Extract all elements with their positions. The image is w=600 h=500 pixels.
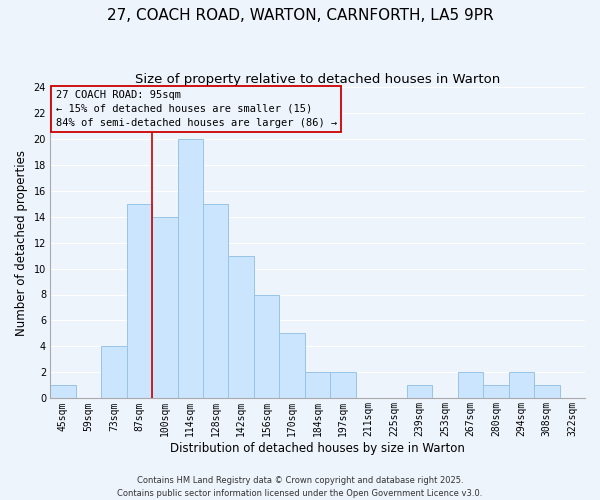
Bar	[331, 372, 356, 398]
Bar	[534, 386, 560, 398]
Bar	[229, 256, 254, 398]
Bar	[305, 372, 331, 398]
Bar	[458, 372, 483, 398]
Title: Size of property relative to detached houses in Warton: Size of property relative to detached ho…	[135, 72, 500, 86]
Bar	[509, 372, 534, 398]
Bar	[254, 294, 280, 399]
Bar	[127, 204, 152, 398]
Text: Contains HM Land Registry data © Crown copyright and database right 2025.
Contai: Contains HM Land Registry data © Crown c…	[118, 476, 482, 498]
Bar	[101, 346, 127, 399]
Bar	[203, 204, 229, 398]
Bar	[178, 138, 203, 398]
Bar	[152, 216, 178, 398]
X-axis label: Distribution of detached houses by size in Warton: Distribution of detached houses by size …	[170, 442, 465, 455]
Bar	[483, 386, 509, 398]
Text: 27, COACH ROAD, WARTON, CARNFORTH, LA5 9PR: 27, COACH ROAD, WARTON, CARNFORTH, LA5 9…	[107, 8, 493, 22]
Text: 27 COACH ROAD: 95sqm
← 15% of detached houses are smaller (15)
84% of semi-detac: 27 COACH ROAD: 95sqm ← 15% of detached h…	[56, 90, 337, 128]
Y-axis label: Number of detached properties: Number of detached properties	[15, 150, 28, 336]
Bar	[280, 334, 305, 398]
Bar	[50, 386, 76, 398]
Bar	[407, 386, 432, 398]
